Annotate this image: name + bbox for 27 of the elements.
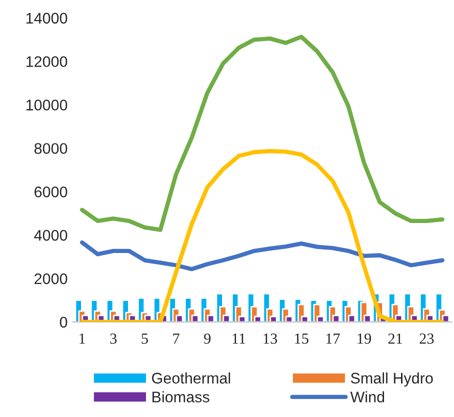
x-tick-label: 17 bbox=[326, 334, 340, 344]
y-tick-label: 12000 bbox=[26, 56, 68, 68]
line-series bbox=[80, 240, 444, 272]
y-tick-label: 14000 bbox=[26, 12, 68, 24]
legend-label: Biomass bbox=[152, 391, 210, 402]
y-tick-label: 2000 bbox=[34, 273, 68, 284]
x-tick-label: 15 bbox=[295, 334, 308, 344]
x-tick-label: 13 bbox=[264, 334, 278, 344]
x-tick-label: 5 bbox=[142, 334, 148, 344]
y-tick-label: 4000 bbox=[34, 230, 68, 241]
line-series bbox=[80, 34, 444, 232]
x-tick-label: 3 bbox=[110, 334, 117, 344]
x-tick-label: 1 bbox=[80, 334, 85, 344]
x-tick-label: 9 bbox=[204, 334, 211, 344]
x-tick-label: 21 bbox=[388, 334, 402, 344]
y-tick-label: 0 bbox=[60, 316, 68, 328]
legend-label: Small Hydro bbox=[350, 372, 433, 387]
y-tick-label: 6000 bbox=[34, 186, 68, 198]
line-series bbox=[80, 148, 444, 322]
legend-label: Wind bbox=[350, 391, 384, 402]
y-tick-label: 10000 bbox=[26, 100, 68, 110]
x-tick-label: 19 bbox=[358, 334, 372, 344]
x-tick-label: 7 bbox=[173, 334, 180, 344]
legend-label: Geothermal bbox=[152, 372, 230, 384]
x-tick-label: 23 bbox=[420, 334, 434, 344]
y-tick-label: 8000 bbox=[34, 143, 68, 154]
x-tick-label: 11 bbox=[232, 334, 246, 344]
